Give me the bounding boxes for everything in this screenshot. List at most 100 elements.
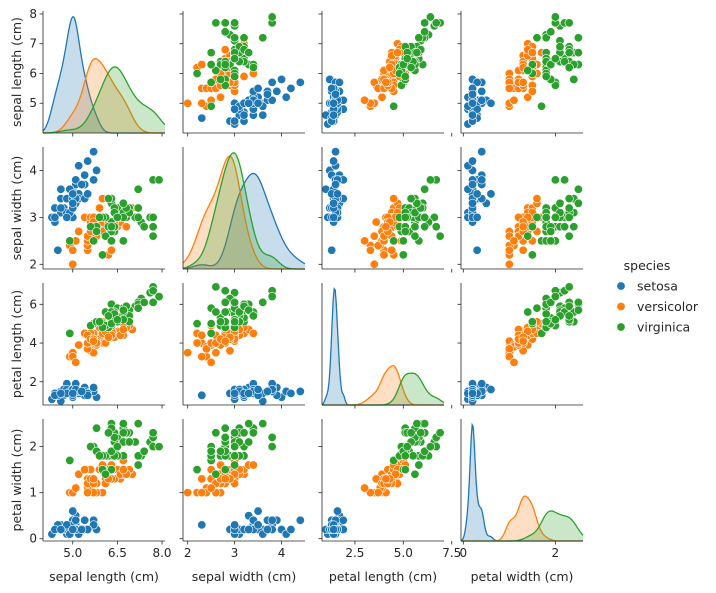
point-virginica (211, 469, 221, 479)
point-virginica (211, 18, 221, 28)
legend-label-versicolor: versicolor (637, 299, 699, 314)
point-virginica (133, 419, 143, 429)
point-setosa (80, 170, 90, 180)
point-virginica (118, 419, 128, 429)
point-versicolor (248, 328, 258, 338)
point-versicolor (118, 465, 128, 475)
point-virginica (420, 212, 430, 222)
point-virginica (220, 423, 230, 433)
point-versicolor (504, 259, 514, 269)
point-setosa (92, 165, 102, 175)
point-virginica (400, 226, 410, 236)
point-virginica (402, 54, 412, 64)
point-virginica (92, 226, 102, 236)
subplot-3-3: 0 2 petal width (cm) (459, 419, 584, 584)
kde-line-virginica (42, 66, 166, 134)
point-virginica (398, 236, 408, 246)
point-virginica (206, 328, 216, 338)
point-setosa (253, 385, 263, 395)
point-virginica (527, 250, 537, 260)
point-setosa (253, 83, 263, 93)
point-virginica (95, 451, 105, 461)
point-virginica (400, 212, 410, 222)
point-virginica (106, 236, 116, 246)
point-virginica (550, 175, 560, 185)
y-tick-label: 7 (29, 37, 37, 51)
point-virginica (532, 212, 542, 222)
point-setosa (244, 388, 254, 398)
y-tick-label: 1 (29, 486, 37, 500)
point-virginica (139, 446, 149, 456)
point-virginica (389, 236, 399, 246)
point-virginica (546, 236, 556, 246)
point-virginica (118, 305, 128, 315)
point-setosa (331, 89, 341, 99)
point-setosa (77, 386, 87, 396)
point-versicolor (518, 222, 528, 232)
kde-fill-setosa (183, 173, 305, 269)
point-virginica (527, 60, 537, 70)
point-virginica (569, 74, 579, 84)
point-virginica (431, 222, 441, 232)
point-versicolor (379, 250, 389, 260)
subplot-2-2 (321, 283, 453, 409)
point-virginica (154, 442, 164, 452)
point-setosa (486, 385, 496, 395)
point-versicolor (71, 483, 81, 493)
point-setosa (329, 156, 339, 166)
point-virginica (230, 18, 240, 28)
point-virginica (139, 222, 149, 232)
point-setosa (477, 95, 487, 105)
point-virginica (133, 184, 143, 194)
point-virginica (406, 428, 416, 438)
point-virginica (230, 288, 240, 298)
kde-fill-setosa (322, 288, 444, 405)
point-virginica (564, 282, 574, 292)
kde-fill-versicolor (322, 365, 444, 405)
point-virginica (133, 460, 143, 470)
point-virginica (414, 460, 424, 470)
subplot-3-2: 2.5 5.0 7.5 petal length (cm) (318, 419, 461, 584)
subplot-3-1: 2 3 4 sepal width (cm) (179, 419, 305, 584)
point-virginica (230, 317, 240, 327)
y-tick-label: 8 (29, 7, 37, 21)
point-setosa (239, 110, 249, 120)
point-versicolor (220, 336, 230, 346)
subplot-1-1 (182, 147, 306, 273)
point-setosa (230, 116, 240, 126)
point-setosa (68, 388, 78, 398)
point-setosa (329, 212, 339, 222)
point-virginica (400, 71, 410, 81)
point-versicolor (369, 259, 379, 269)
point-virginica (192, 465, 202, 475)
point-setosa (477, 147, 487, 157)
x-tick-label: 5.0 (63, 546, 82, 560)
point-versicolor (509, 357, 519, 367)
point-virginica (192, 68, 202, 78)
point-virginica (425, 12, 435, 22)
y-tick-label: 0 (29, 532, 37, 546)
x-tick-label: 0 (459, 546, 467, 560)
kde-fill-virginica (43, 66, 165, 133)
point-versicolor (248, 460, 258, 470)
point-setosa (329, 524, 339, 534)
point-setosa (68, 524, 78, 534)
kde-fill-versicolor (183, 156, 305, 269)
point-setosa (486, 189, 496, 199)
point-setosa (53, 245, 63, 255)
point-setosa (253, 506, 263, 516)
point-versicolor (68, 259, 78, 269)
point-versicolor (365, 245, 375, 255)
point-virginica (573, 305, 583, 315)
point-virginica (537, 101, 547, 111)
point-versicolor (197, 330, 207, 340)
legend-label-virginica: virginica (637, 320, 690, 335)
point-virginica (230, 54, 240, 64)
point-virginica (133, 303, 143, 313)
point-virginica (239, 33, 249, 43)
point-versicolor (183, 98, 193, 108)
point-setosa (272, 86, 282, 96)
point-virginica (523, 307, 533, 317)
point-setosa (468, 89, 478, 99)
kde-line-versicolor (43, 58, 165, 134)
